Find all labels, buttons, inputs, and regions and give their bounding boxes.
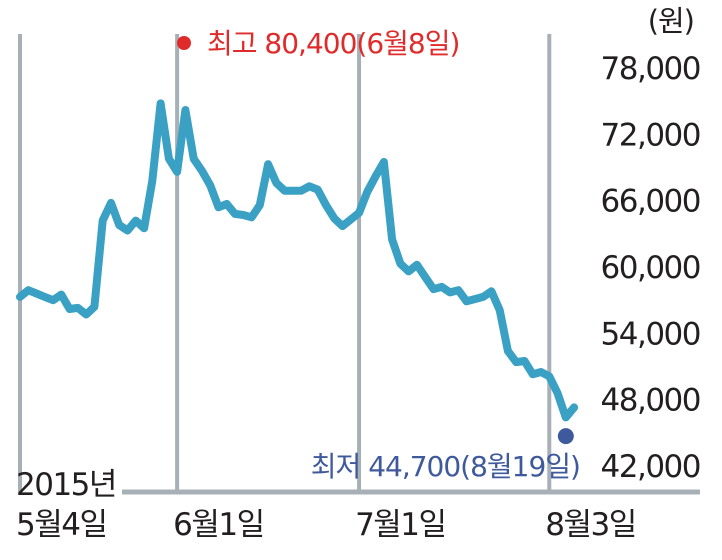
- y-tick-label: 66,000: [601, 184, 700, 220]
- x-tick-labels: 2015년 5월4일 6월1일 7월1일 8월3일: [16, 467, 637, 543]
- y-tick-labels: 78,000 72,000 66,000 60,000 54,000 48,000 42,0…: [601, 51, 702, 485]
- x-tick-label: 2015년: [16, 467, 116, 503]
- price-series-line: [16, 99, 579, 422]
- y-tick-label: 42,000: [601, 449, 700, 485]
- high-annotation: 최고 80,400(6월8일): [207, 27, 459, 60]
- x-tick-label: 5월4일: [16, 507, 107, 543]
- x-tick-label: 7월1일: [355, 507, 446, 543]
- y-tick-label: 48,000: [601, 383, 700, 419]
- low-annotation: 최저 44,700(8월19일): [311, 450, 580, 483]
- y-tick-label: 72,000: [601, 117, 700, 153]
- low-marker: [557, 428, 574, 445]
- x-tick-label: 6월1일: [173, 507, 264, 543]
- y-tick-label: 60,000: [601, 250, 700, 286]
- vertical-gridlines: [18, 34, 552, 492]
- y-tick-label: 54,000: [601, 316, 700, 352]
- y-unit-label: (원): [648, 4, 694, 38]
- y-tick-label: 78,000: [601, 51, 700, 87]
- high-marker: [177, 36, 191, 50]
- x-tick-label: 8월3일: [545, 507, 636, 543]
